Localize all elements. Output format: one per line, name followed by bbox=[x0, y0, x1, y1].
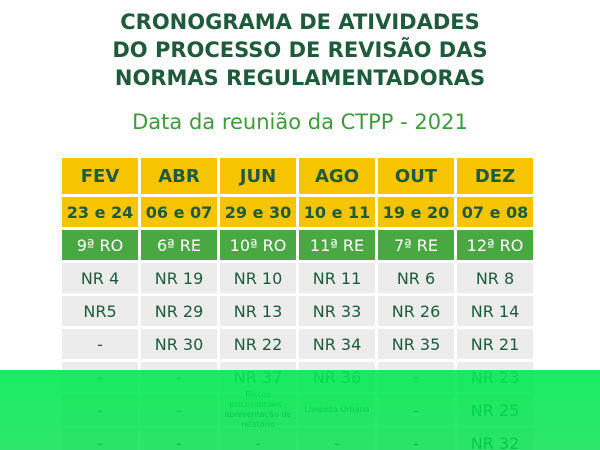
nr-cell: NR 35 bbox=[378, 329, 454, 359]
nr-cell: NR 11 bbox=[299, 263, 375, 293]
month-header: OUT bbox=[378, 158, 454, 194]
green-overlay bbox=[0, 370, 600, 450]
meeting-label: 12ª RO bbox=[457, 230, 533, 260]
nr-cell: NR 33 bbox=[299, 296, 375, 326]
title-line: NORMAS REGULAMENTADORAS bbox=[114, 66, 486, 90]
month-header: DEZ bbox=[457, 158, 533, 194]
meeting-dates: 23 e 24 bbox=[62, 197, 138, 227]
month-header: ABR bbox=[141, 158, 217, 194]
subtitle: Data da reunião da CTPP - 2021 bbox=[132, 110, 468, 134]
month-header: AGO bbox=[299, 158, 375, 194]
meeting-label: 9ª RO bbox=[62, 230, 138, 260]
nr-cell: NR 29 bbox=[141, 296, 217, 326]
meeting-dates: 07 e 08 bbox=[457, 197, 533, 227]
meeting-label: 11ª RE bbox=[299, 230, 375, 260]
meeting-dates: 10 e 11 bbox=[299, 197, 375, 227]
month-header: JUN bbox=[220, 158, 296, 194]
nr-cell: NR 21 bbox=[457, 329, 533, 359]
nr-cell: NR 14 bbox=[457, 296, 533, 326]
nr-cell: NR5 bbox=[62, 296, 138, 326]
meeting-dates: 06 e 07 bbox=[141, 197, 217, 227]
nr-cell: NR 10 bbox=[220, 263, 296, 293]
nr-cell: NR 26 bbox=[378, 296, 454, 326]
nr-cell: NR 6 bbox=[378, 263, 454, 293]
meeting-label: 7ª RE bbox=[378, 230, 454, 260]
meeting-label: 10ª RO bbox=[220, 230, 296, 260]
nr-cell: NR 4 bbox=[62, 263, 138, 293]
nr-cell: NR 34 bbox=[299, 329, 375, 359]
meeting-dates: 29 e 30 bbox=[220, 197, 296, 227]
nr-cell: NR 8 bbox=[457, 263, 533, 293]
title-line: DO PROCESSO DE REVISÃO DAS bbox=[112, 38, 488, 62]
nr-cell: NR 22 bbox=[220, 329, 296, 359]
nr-cell: NR 30 bbox=[141, 329, 217, 359]
nr-cell: NR 13 bbox=[220, 296, 296, 326]
nr-cell: NR 19 bbox=[141, 263, 217, 293]
title-line: CRONOGRAMA DE ATIVIDADES bbox=[120, 10, 480, 34]
meeting-label: 6ª RE bbox=[141, 230, 217, 260]
meeting-dates: 19 e 20 bbox=[378, 197, 454, 227]
month-header: FEV bbox=[62, 158, 138, 194]
nr-cell: - bbox=[62, 329, 138, 359]
